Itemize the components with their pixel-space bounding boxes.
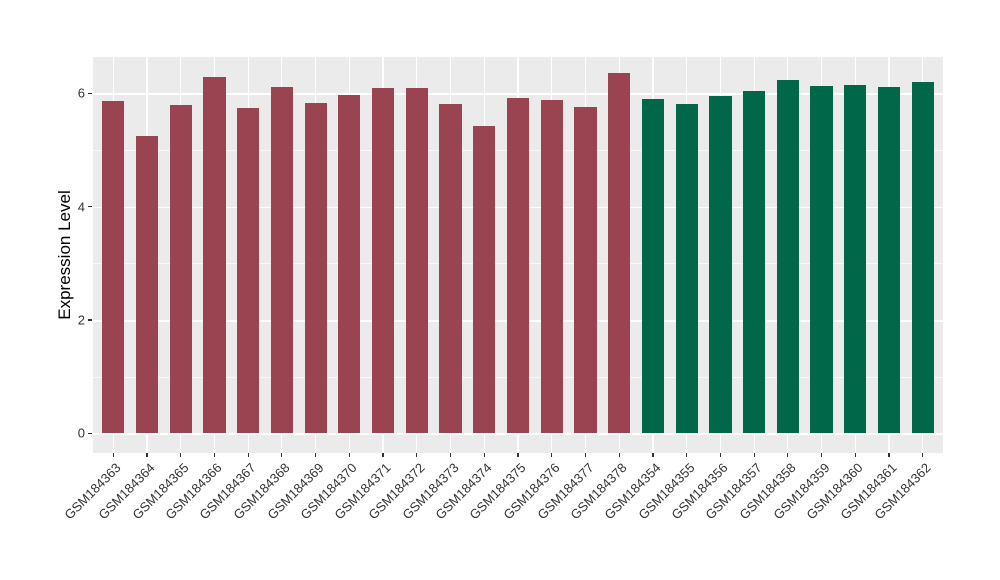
bar	[506, 98, 530, 434]
bar	[371, 88, 395, 434]
bar	[169, 105, 192, 434]
bar	[776, 80, 799, 434]
y-axis-title: Expression Level	[55, 190, 74, 320]
bar	[877, 86, 901, 434]
x-tick-mark	[888, 453, 890, 457]
y-tick-mark	[88, 432, 92, 434]
x-tick-mark	[719, 453, 721, 457]
bar	[439, 104, 462, 434]
x-tick-mark	[753, 453, 755, 457]
bar	[304, 102, 327, 434]
x-tick-mark	[483, 453, 485, 457]
y-tick-mark	[88, 206, 92, 208]
y-tick-label: 4	[77, 199, 85, 215]
x-tick-mark	[180, 453, 182, 457]
y-tick-mark	[88, 92, 92, 94]
x-tick-mark	[281, 453, 283, 457]
x-tick-mark	[922, 453, 924, 457]
bar	[641, 98, 665, 434]
bar	[911, 81, 934, 434]
x-tick-mark	[517, 453, 519, 457]
bar	[338, 95, 361, 434]
bar	[743, 91, 766, 434]
x-tick-mark	[652, 453, 654, 457]
y-tick-label: 6	[77, 85, 85, 101]
bar	[574, 106, 597, 434]
x-tick-mark	[686, 453, 688, 457]
x-tick-mark	[112, 453, 114, 457]
x-tick-mark	[787, 453, 789, 457]
bar	[405, 87, 428, 434]
bar	[608, 72, 631, 434]
x-tick-mark	[213, 453, 216, 457]
x-tick-mark	[382, 453, 384, 457]
y-tick-label: 0	[77, 425, 85, 441]
bar	[135, 135, 159, 434]
bar	[102, 100, 125, 434]
bar	[473, 126, 496, 434]
x-tick-mark	[247, 453, 249, 457]
bar	[540, 100, 563, 434]
x-tick-mark	[854, 453, 856, 457]
y-tick-mark	[88, 319, 92, 321]
bar	[709, 96, 732, 434]
bar	[844, 84, 867, 434]
bar	[810, 85, 833, 434]
x-tick-mark	[416, 453, 418, 457]
plot-panel	[93, 57, 943, 453]
x-tick-mark	[348, 453, 350, 457]
x-tick-mark	[551, 453, 553, 457]
x-tick-mark	[584, 453, 587, 457]
x-tick-mark	[315, 453, 317, 457]
bar	[203, 76, 226, 434]
bar	[237, 108, 260, 434]
x-tick-mark	[618, 453, 620, 457]
bar	[675, 103, 698, 434]
bar	[270, 87, 294, 434]
y-tick-label: 2	[77, 312, 85, 328]
x-tick-mark	[449, 453, 452, 457]
x-tick-mark	[146, 453, 148, 457]
x-tick-mark	[820, 453, 823, 457]
